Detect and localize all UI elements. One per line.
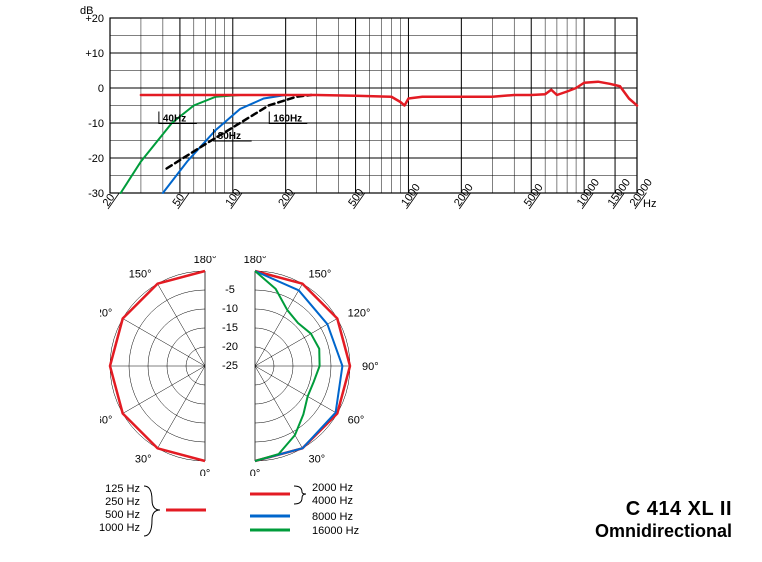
- svg-text:-30: -30: [88, 188, 104, 200]
- svg-text:Hz: Hz: [643, 198, 656, 210]
- svg-text:dB: dB: [80, 5, 93, 17]
- svg-text:-10: -10: [222, 303, 238, 315]
- svg-text:180°: 180°: [194, 256, 217, 266]
- pattern-name: Omnidirectional: [595, 521, 732, 542]
- svg-text:30°: 30°: [309, 454, 326, 466]
- svg-text:120°: 120°: [348, 308, 371, 320]
- svg-text:1000 Hz: 1000 Hz: [99, 522, 140, 534]
- svg-text:2000: 2000: [452, 182, 476, 209]
- svg-text:-10: -10: [88, 118, 104, 130]
- frequency-response-chart: -30-20-100+10+20dB2050100200500100020005…: [0, 0, 700, 235]
- svg-text:1000: 1000: [399, 182, 423, 209]
- svg-text:-20: -20: [222, 341, 238, 353]
- svg-text:-15: -15: [222, 322, 238, 334]
- svg-text:160Hz: 160Hz: [273, 114, 302, 125]
- svg-text:80Hz: 80Hz: [218, 131, 241, 142]
- polar-legend: 125 Hz250 Hz500 Hz1000 Hz 2000 Hz4000 Hz 8…: [80, 480, 420, 550]
- svg-text:30°: 30°: [135, 454, 152, 466]
- svg-text:500 Hz: 500 Hz: [105, 509, 140, 521]
- svg-text:40Hz: 40Hz: [163, 114, 186, 125]
- model-name: C 414 XL II: [595, 498, 732, 521]
- svg-text:180°: 180°: [244, 256, 267, 266]
- svg-text:+10: +10: [85, 48, 104, 60]
- svg-text:0°: 0°: [200, 468, 211, 476]
- svg-text:0: 0: [98, 83, 104, 95]
- chart-title: C 414 XL II Omnidirectional: [595, 498, 732, 542]
- svg-text:90°: 90°: [362, 361, 379, 373]
- svg-text:60°: 60°: [348, 415, 365, 427]
- svg-text:120°: 120°: [100, 308, 112, 320]
- svg-text:0°: 0°: [250, 468, 261, 476]
- svg-text:8000 Hz: 8000 Hz: [312, 511, 353, 523]
- svg-text:-20: -20: [88, 153, 104, 165]
- svg-text:150°: 150°: [309, 268, 332, 280]
- svg-text:5000: 5000: [522, 182, 546, 209]
- svg-text:125 Hz: 125 Hz: [105, 483, 140, 495]
- svg-text:2000 Hz: 2000 Hz: [312, 482, 353, 494]
- svg-text:-5: -5: [225, 284, 235, 296]
- svg-text:4000 Hz: 4000 Hz: [312, 495, 353, 507]
- svg-text:-25: -25: [222, 360, 238, 372]
- svg-text:150°: 150°: [129, 268, 152, 280]
- svg-text:250 Hz: 250 Hz: [105, 496, 140, 508]
- polar-pattern-chart: 0°30°60°90°120°150°180°0°30°60°90°120°15…: [100, 256, 400, 476]
- svg-text:50: 50: [171, 192, 188, 209]
- svg-text:16000 Hz: 16000 Hz: [312, 525, 359, 537]
- svg-text:60°: 60°: [100, 415, 112, 427]
